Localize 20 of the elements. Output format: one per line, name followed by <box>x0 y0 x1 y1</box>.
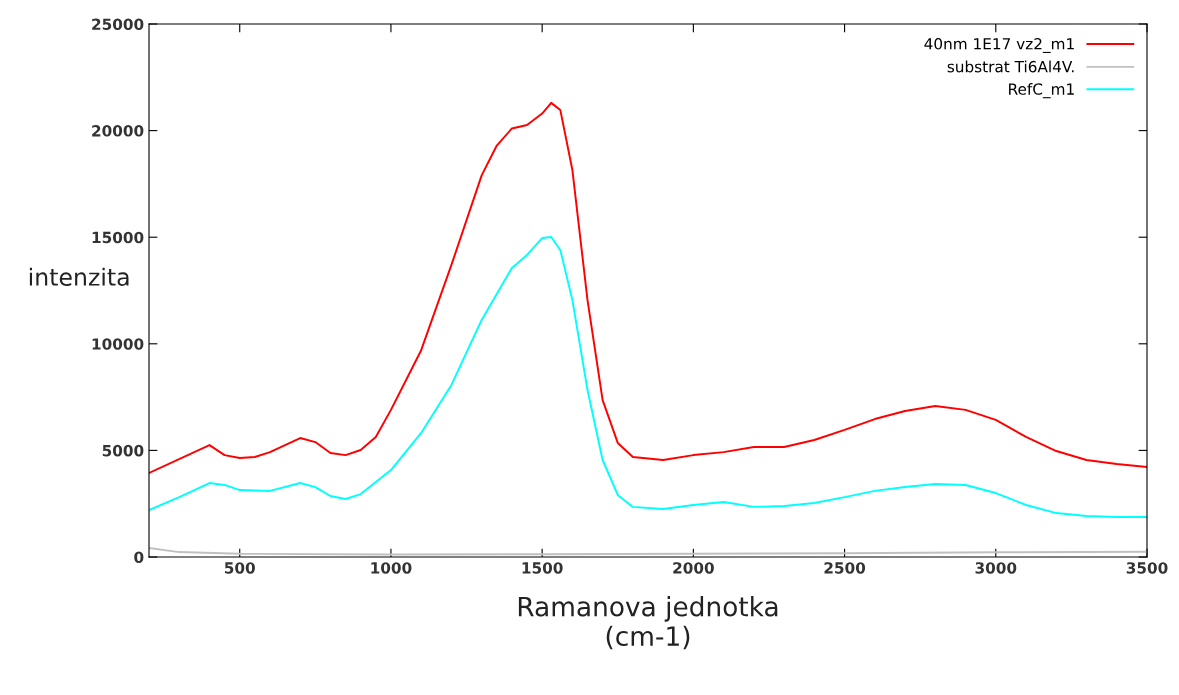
legend-label: RefC_m1 <box>1009 83 1074 99</box>
x-tick-label: 1000 <box>371 562 412 574</box>
y-tick-label: 10000 <box>92 338 144 350</box>
line-series <box>149 101 1147 474</box>
x-tick-label: 500 <box>224 562 255 574</box>
x-tick-label: 3500 <box>1126 562 1168 574</box>
y-tick-label: 25000 <box>92 18 144 31</box>
y-tick-label: 0 <box>134 551 144 564</box>
x-axis-title: Ramanova jednotka (cm-1) <box>518 596 778 650</box>
x-tick-label: 2000 <box>673 562 714 574</box>
y-tick-label: 15000 <box>92 231 144 244</box>
legend-label: 40nm 1E17 vz2_m1 <box>924 38 1074 53</box>
x-tick-label: 2500 <box>824 562 866 574</box>
y-tick-label: 5000 <box>102 444 144 457</box>
x-tick-label: 3000 <box>975 562 1017 574</box>
line-series <box>149 236 1147 518</box>
y-axis-title: intenzita <box>29 267 129 286</box>
x-tick-label: 1500 <box>522 562 563 574</box>
legend-label: substrat Ti6Al4V. <box>947 60 1074 73</box>
y-tick-label: 20000 <box>92 125 144 137</box>
